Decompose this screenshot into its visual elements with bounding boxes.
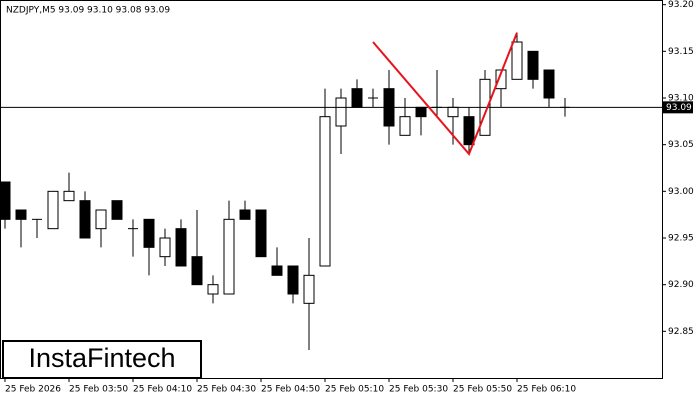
candle-body	[175, 228, 187, 267]
candle-body	[511, 41, 523, 80]
candle-body	[303, 274, 315, 304]
y-tick-label: 93.10	[668, 94, 694, 104]
price-label-box	[663, 101, 693, 114]
candle-body	[191, 256, 203, 286]
candle-body	[95, 209, 107, 230]
candle-body	[447, 106, 459, 118]
chart-title: NZDJPY,M5 93.09 93.10 93.08 93.09	[6, 6, 170, 16]
candle-body	[159, 237, 171, 258]
x-tick-label: 25 Feb 04:10	[133, 385, 192, 395]
candle-body	[527, 50, 539, 80]
candle-body	[255, 209, 267, 258]
candle-body	[351, 88, 363, 108]
candle-body	[111, 200, 123, 220]
x-tick-label: 25 Feb 06:10	[517, 385, 576, 395]
y-tick-label: 93.20	[668, 0, 694, 10]
x-tick-label: 25 Feb 04:50	[261, 385, 320, 395]
candle-body	[287, 265, 299, 295]
candle-body	[207, 284, 219, 295]
plot: 92.85 92.90 92.95 93.00 93.05 93.10 93.15 93.20…	[0, 0, 694, 395]
candle-body	[63, 190, 75, 202]
candle-body	[15, 209, 27, 220]
x-tick-label: 25 Feb 05:10	[325, 385, 384, 395]
x-tick-label: 25 Feb 05:50	[453, 385, 512, 395]
candle-body	[415, 106, 427, 118]
candle-body	[239, 209, 251, 220]
y-tick-label: 92.85	[668, 327, 694, 337]
candle-body	[399, 116, 411, 136]
candle-body	[543, 69, 555, 99]
logo: InstaFintech	[28, 343, 175, 373]
y-tick-label: 92.95	[668, 234, 694, 244]
x-tick-label: 25 Feb 05:30	[389, 385, 448, 395]
y-tick-label: 93.05	[668, 140, 694, 150]
candle-body	[223, 218, 235, 295]
logo-box	[2, 340, 202, 379]
candle-body	[47, 190, 59, 230]
y-tick-label: 92.90	[668, 280, 694, 290]
x-tick-label: 25 Feb 04:30	[197, 385, 256, 395]
candle-body	[0, 181, 11, 220]
candle-body	[463, 116, 475, 146]
pattern-line	[372, 32, 518, 156]
candle-body	[143, 218, 155, 248]
y-tick-label: 93.00	[668, 187, 694, 197]
candle-body	[319, 116, 331, 267]
x-tick-label: 25 Feb 2026	[5, 385, 61, 395]
y-tick-label: 93.15	[668, 47, 694, 57]
candle-body	[79, 200, 91, 239]
candle-body	[495, 69, 507, 90]
x-tick-label: 25 Feb 03:50	[69, 385, 128, 395]
candle-body	[271, 265, 283, 276]
candle-body	[335, 97, 347, 127]
price-label: 93.09	[666, 103, 692, 113]
